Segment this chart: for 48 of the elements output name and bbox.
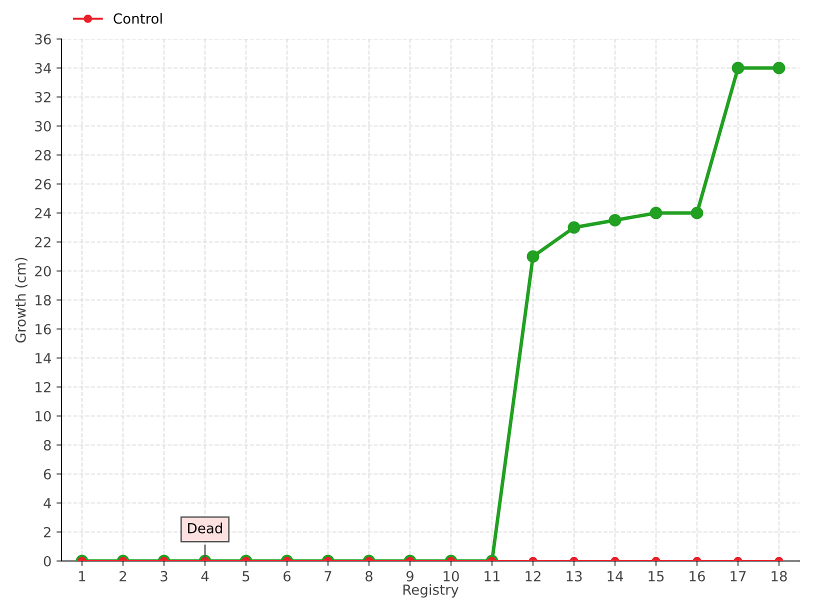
- y-tick-label: 24: [35, 208, 51, 218]
- y-tick-label: 2: [44, 526, 50, 538]
- x-tick-label: 18: [772, 570, 787, 582]
- y-tick-label: 12: [36, 382, 50, 392]
- y-tick-label: 34: [35, 62, 51, 74]
- y-tick-label: 16: [36, 324, 51, 334]
- x-tick-label: 13: [566, 570, 582, 582]
- x-tick-label: 6: [284, 570, 291, 582]
- y-tick-label: 30: [35, 120, 51, 132]
- x-tick-label: 2: [120, 570, 126, 582]
- point: [690, 206, 704, 220]
- y-axis-title: Growth (cm): [15, 258, 28, 343]
- annotation: Dead: [188, 522, 222, 534]
- x-tick-label: 16: [690, 570, 705, 582]
- point: [772, 62, 786, 74]
- point: [568, 221, 580, 234]
- point: [650, 206, 662, 220]
- y-tick-label: 10: [36, 410, 51, 422]
- x-tick-label: 9: [406, 570, 414, 582]
- x-tick-label: 3: [160, 570, 168, 582]
- x-tick-label: 8: [366, 570, 372, 582]
- y-tick-label: 32: [35, 92, 50, 102]
- x-tick-label: 11: [484, 571, 500, 582]
- y-tick-label: 0: [44, 556, 51, 566]
- point: [526, 250, 540, 263]
- y-tick-label: 6: [44, 468, 51, 480]
- y-tick-label: 28: [35, 150, 51, 160]
- x-tick-label: 14: [608, 571, 624, 582]
- legend-label: Control: [114, 13, 162, 24]
- x-tick-label: 15: [648, 571, 664, 582]
- y-tick-label: 22: [35, 236, 50, 248]
- y-tick-label: 18: [36, 294, 51, 306]
- y-tick-label: 4: [44, 498, 51, 508]
- x-tick-label: 1: [79, 571, 86, 582]
- x-tick-label: 10: [444, 570, 459, 582]
- x-tick-label: 4: [201, 571, 209, 582]
- y-tick-label: 14: [36, 353, 51, 364]
- y-tick-label: 36: [35, 34, 51, 44]
- x-tick-label: 7: [324, 571, 332, 582]
- y-tick-label: 26: [35, 178, 51, 190]
- y-tick-label: 8: [44, 440, 51, 450]
- x-tick-label: 17: [730, 571, 746, 582]
- y-tick-label: 20: [35, 266, 51, 276]
- x-tick-label: 5: [242, 571, 250, 582]
- point: [732, 62, 744, 74]
- x-tick-label: 12: [526, 570, 540, 582]
- x-axis-title: Registry: [403, 584, 459, 598]
- point: [608, 214, 622, 226]
